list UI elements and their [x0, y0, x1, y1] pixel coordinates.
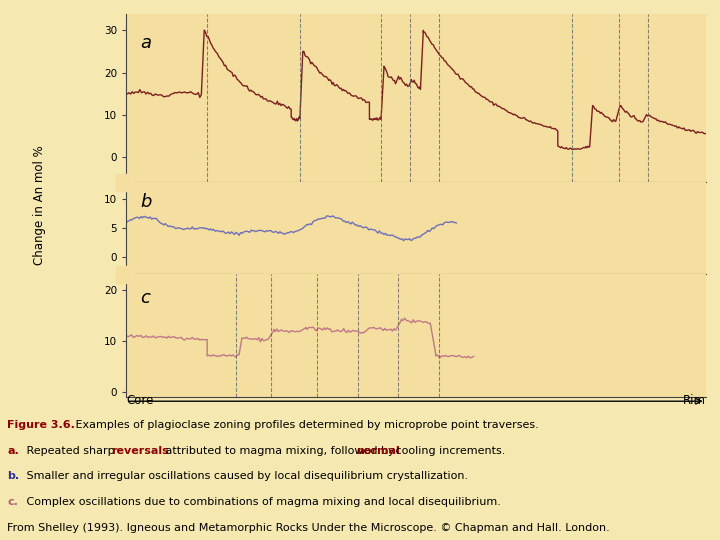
Text: Complex oscillations due to combinations of magma mixing and local disequilibriu: Complex oscillations due to combinations… [23, 497, 501, 508]
Text: normal: normal [356, 446, 400, 456]
Text: From Shelley (1993). Igneous and Metamorphic Rocks Under the Microscope. © Chapm: From Shelley (1993). Igneous and Metamor… [7, 523, 610, 534]
Text: Core: Core [126, 394, 153, 407]
Text: Examples of plagioclase zoning profiles determined by microprobe point traverses: Examples of plagioclase zoning profiles … [72, 420, 539, 430]
Text: Smaller and irregular oscillations caused by local disequilibrium crystallizatio: Smaller and irregular oscillations cause… [23, 471, 468, 482]
Text: b: b [140, 193, 152, 211]
Text: c.: c. [7, 497, 18, 508]
Text: c: c [140, 289, 150, 307]
Text: cooling increments.: cooling increments. [392, 446, 505, 456]
Text: a.: a. [7, 446, 19, 456]
Text: Repeated sharp: Repeated sharp [23, 446, 118, 456]
Text: a: a [140, 33, 151, 52]
Text: b.: b. [7, 471, 19, 482]
Text: Rim: Rim [683, 394, 706, 407]
Text: reversals: reversals [112, 446, 169, 456]
Text: attributed to magma mixing, followed by: attributed to magma mixing, followed by [162, 446, 398, 456]
Text: Change in An mol %: Change in An mol % [33, 145, 46, 265]
Text: Figure 3.6.: Figure 3.6. [7, 420, 75, 430]
